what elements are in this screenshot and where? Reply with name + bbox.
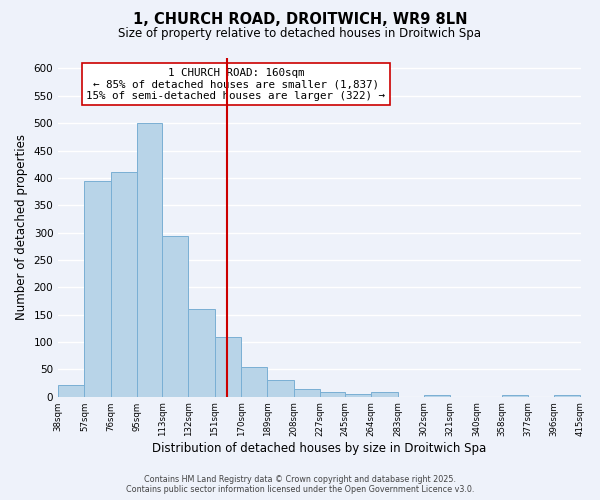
Bar	[502, 395, 528, 396]
Bar	[268, 380, 294, 396]
Bar	[241, 366, 268, 396]
Bar	[320, 392, 345, 396]
Bar	[554, 395, 580, 396]
Text: Size of property relative to detached houses in Droitwich Spa: Size of property relative to detached ho…	[119, 28, 482, 40]
Text: 1 CHURCH ROAD: 160sqm
← 85% of detached houses are smaller (1,837)
15% of semi-d: 1 CHURCH ROAD: 160sqm ← 85% of detached …	[86, 68, 385, 101]
Bar	[111, 172, 137, 396]
Bar	[345, 394, 371, 396]
Text: 1, CHURCH ROAD, DROITWICH, WR9 8LN: 1, CHURCH ROAD, DROITWICH, WR9 8LN	[133, 12, 467, 28]
Text: Contains HM Land Registry data © Crown copyright and database right 2025.
Contai: Contains HM Land Registry data © Crown c…	[126, 474, 474, 494]
Bar	[58, 384, 85, 396]
Bar	[371, 392, 398, 396]
Bar	[215, 336, 241, 396]
Y-axis label: Number of detached properties: Number of detached properties	[15, 134, 28, 320]
Bar	[162, 236, 188, 396]
Bar	[424, 395, 450, 396]
Bar	[137, 123, 162, 396]
X-axis label: Distribution of detached houses by size in Droitwich Spa: Distribution of detached houses by size …	[152, 442, 487, 455]
Bar	[294, 388, 320, 396]
Bar	[188, 309, 215, 396]
Bar	[85, 180, 111, 396]
